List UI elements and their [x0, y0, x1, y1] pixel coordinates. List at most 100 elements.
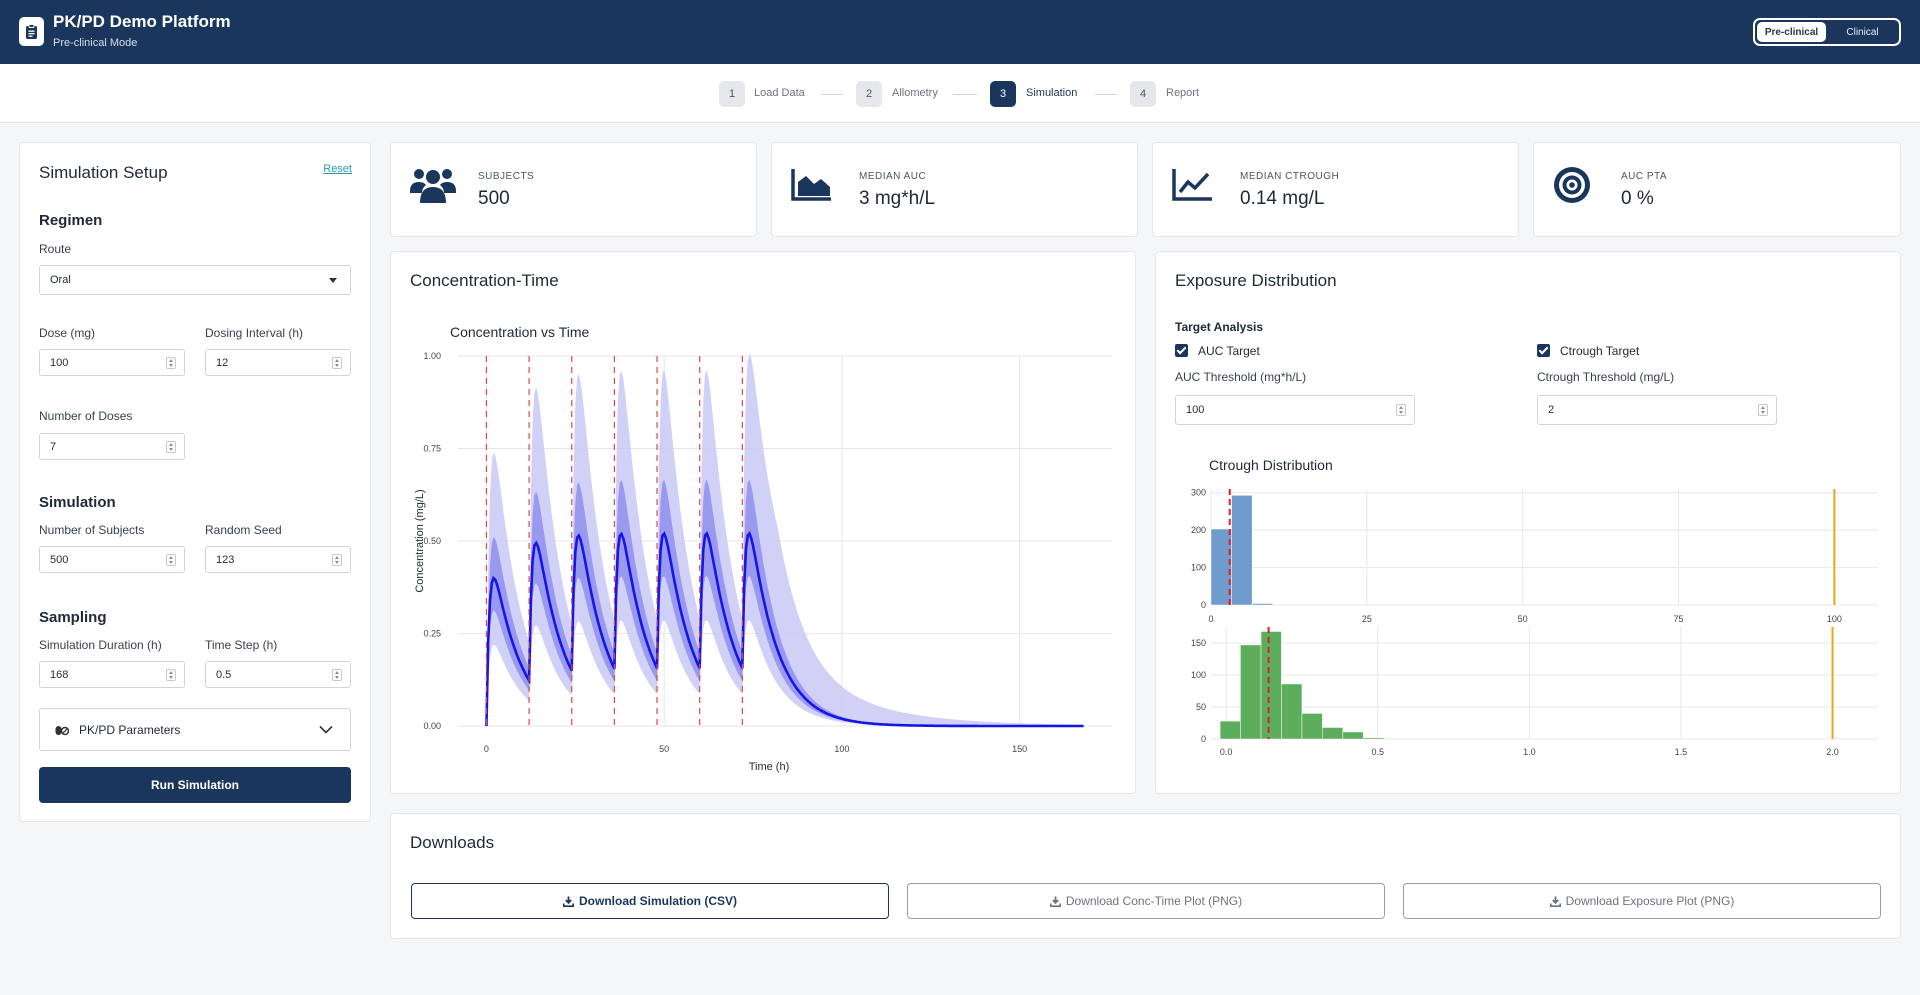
clipboard-icon — [19, 17, 44, 46]
x-tick-label: 100 — [1827, 614, 1842, 624]
step-3-number[interactable]: 3 — [990, 81, 1016, 107]
step-connector — [953, 94, 977, 95]
step-connector — [1095, 94, 1117, 95]
y-tick-label: 0 — [1201, 734, 1206, 744]
subjects-value: 500 — [50, 553, 69, 566]
app-subtitle: Pre-clinical Mode — [53, 37, 138, 49]
step-2-number[interactable]: 2 — [856, 81, 882, 107]
kpi-label: AUC PTA — [1621, 171, 1668, 182]
spinner-icon[interactable] — [332, 669, 342, 681]
kpi-value: 0 % — [1621, 188, 1654, 209]
step-2-label[interactable]: Allometry — [892, 87, 938, 99]
step-4-label[interactable]: Report — [1166, 87, 1200, 99]
inner-percentile-band — [486, 479, 1084, 726]
histogram-bar — [1231, 495, 1253, 606]
interval-value: 12 — [216, 356, 229, 369]
simulation-setup-panel: Simulation Setup Reset Regimen Route Ora… — [19, 142, 371, 822]
timestep-input[interactable]: 0.5 — [205, 661, 351, 688]
spinner-icon[interactable] — [332, 554, 342, 566]
run-simulation-button[interactable]: Run Simulation — [39, 767, 351, 803]
ctrough-target-checkbox[interactable] — [1537, 344, 1550, 357]
auc-threshold-value: 100 — [1186, 404, 1205, 416]
timestep-value: 0.5 — [216, 668, 232, 681]
step-1-number[interactable]: 1 — [719, 81, 745, 107]
downloads-title: Downloads — [410, 833, 495, 852]
spinner-icon[interactable] — [1758, 404, 1768, 416]
dose-value: 100 — [50, 356, 69, 369]
spinner-icon[interactable] — [332, 357, 342, 369]
y-tick-label: 100 — [1191, 563, 1206, 573]
y-tick-label: 0.00 — [423, 721, 441, 731]
dose-input[interactable]: 100 — [39, 349, 185, 376]
auc-target-label: AUC Target — [1198, 344, 1260, 358]
spinner-icon[interactable] — [166, 441, 176, 453]
ctrough-threshold-input[interactable]: 2 — [1537, 395, 1777, 425]
duration-label: Simulation Duration (h) — [39, 638, 162, 652]
histogram-bar — [1210, 528, 1232, 606]
x-tick-label: 75 — [1674, 614, 1684, 624]
x-tick-label: 0.0 — [1220, 747, 1233, 757]
download-exposure-plot-label: Download Exposure Plot (PNG) — [1565, 894, 1735, 908]
seed-input[interactable]: 123 — [205, 546, 351, 573]
target-analysis-heading: Target Analysis — [1175, 320, 1264, 334]
mode-preclinical-button[interactable]: Pre-clinical — [1757, 22, 1826, 42]
app-header: PK/PD Demo Platform Pre-clinical Mode Pr… — [0, 0, 1920, 64]
area-chart-icon — [791, 169, 831, 201]
exposure-histogram-chart[interactable]: Ctrough Distribution 0 100 200 300 0 25 50 75 100… — [1156, 252, 1902, 795]
step-1-label[interactable]: Load Data — [754, 87, 805, 99]
y-axis-label: Concentration (mg/L) — [414, 489, 426, 592]
line-chart-icon — [1172, 169, 1212, 201]
spinner-icon[interactable] — [1396, 404, 1406, 416]
timestep-label: Time Step (h) — [205, 638, 278, 652]
download-simulation-csv-button[interactable]: Download Simulation (CSV) — [411, 883, 889, 919]
route-select[interactable]: Oral — [39, 265, 351, 295]
subjects-input[interactable]: 500 — [39, 546, 185, 573]
route-label: Route — [39, 242, 72, 256]
download-conc-plot-button[interactable]: Download Conc-Time Plot (PNG) — [907, 883, 1385, 919]
y-tick-label: 0.25 — [423, 629, 441, 639]
x-tick-label: 25 — [1362, 614, 1372, 624]
pills-icon — [55, 726, 69, 736]
duration-value: 168 — [50, 668, 69, 681]
app-title: PK/PD Demo Platform — [53, 12, 231, 31]
kpi-label: MEDIAN CTROUGH — [1240, 171, 1340, 182]
x-tick-label: 100 — [834, 744, 849, 754]
step-4-number[interactable]: 4 — [1130, 81, 1156, 107]
sampling-heading: Sampling — [39, 609, 107, 626]
kpi-subjects-card: SUBJECTS 500 — [390, 142, 757, 237]
x-tick-label: 0 — [484, 744, 489, 754]
kpi-label: MEDIAN AUC — [859, 171, 927, 182]
step-3-label[interactable]: Simulation — [1026, 87, 1078, 99]
x-tick-label: 0 — [1208, 614, 1213, 624]
x-tick-label: 1.0 — [1523, 747, 1536, 757]
chevron-down-icon — [319, 725, 333, 734]
histogram-bar — [1301, 713, 1323, 740]
ndoses-input[interactable]: 7 — [39, 433, 185, 460]
mode-clinical-button[interactable]: Clinical — [1846, 26, 1879, 38]
histogram-bar — [1219, 720, 1241, 740]
y-tick-label: 100 — [1191, 670, 1206, 680]
y-tick-label: 50 — [1196, 702, 1206, 712]
spinner-icon[interactable] — [166, 669, 176, 681]
y-tick-label: 200 — [1191, 525, 1206, 535]
outer-percentile-band — [486, 353, 1084, 726]
ctrough-target-label: Ctrough Target — [1560, 344, 1640, 358]
regimen-heading: Regimen — [39, 212, 103, 229]
y-tick-label: 0 — [1201, 600, 1206, 610]
download-icon — [1549, 896, 1561, 907]
spinner-icon[interactable] — [166, 554, 176, 566]
auc-target-checkbox[interactable] — [1175, 344, 1188, 357]
kpi-value: 3 mg*h/L — [859, 188, 936, 209]
download-exposure-plot-button[interactable]: Download Exposure Plot (PNG) — [1403, 883, 1881, 919]
reset-link[interactable]: Reset — [323, 163, 352, 175]
concentration-time-chart[interactable]: Concentration vs Time 0.00 0.25 0.50 0.75 1.0… — [391, 252, 1137, 795]
interval-input[interactable]: 12 — [205, 349, 351, 376]
auc-threshold-input[interactable]: 100 — [1175, 395, 1415, 425]
ndoses-value: 7 — [50, 440, 57, 453]
spinner-icon[interactable] — [166, 357, 176, 369]
kpi-median-ctrough-card: MEDIAN CTROUGH 0.14 mg/L — [1152, 142, 1519, 237]
x-tick-label: 150 — [1012, 744, 1027, 754]
duration-input[interactable]: 168 — [39, 661, 185, 688]
histogram-bar — [1240, 644, 1262, 740]
pkpd-parameters-accordion[interactable]: PK/PD Parameters — [39, 708, 351, 751]
